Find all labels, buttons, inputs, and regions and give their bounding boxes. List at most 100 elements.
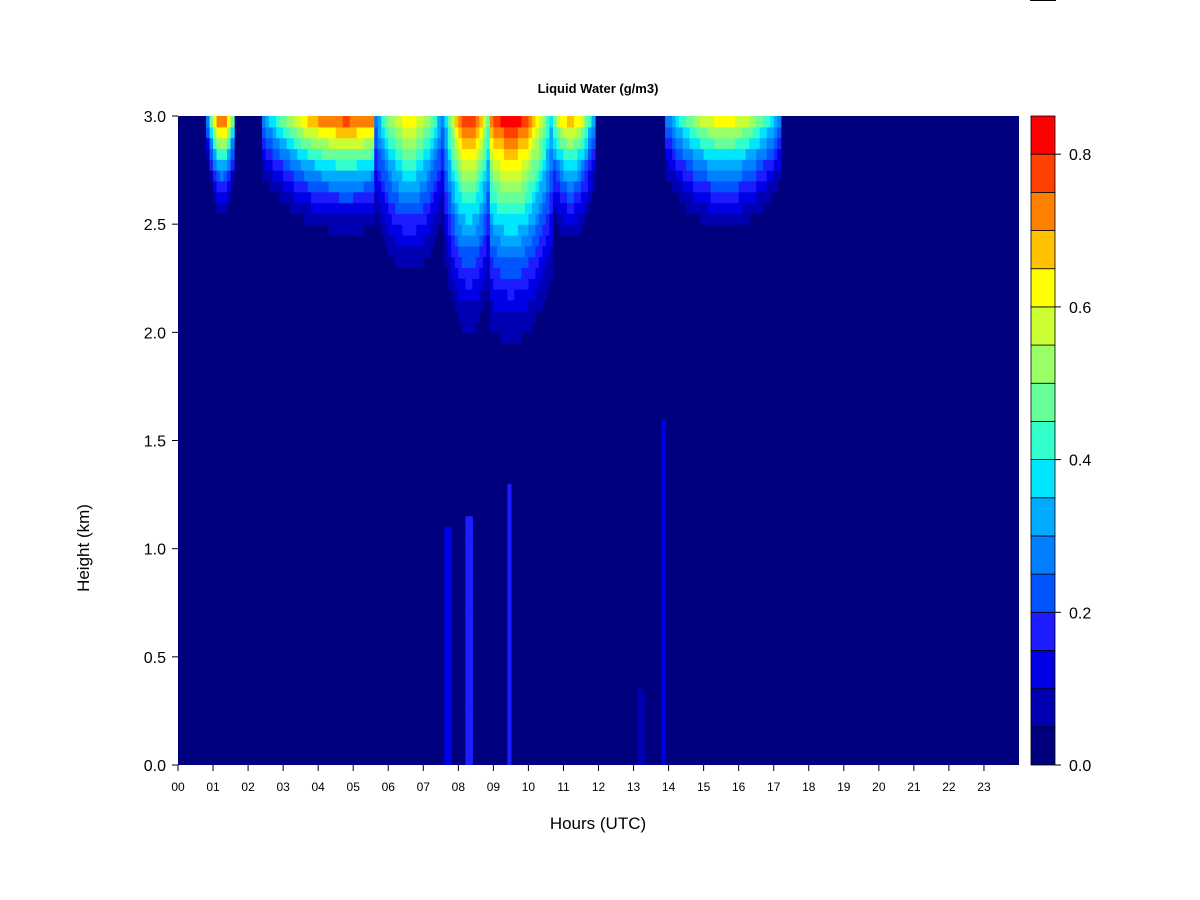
heat-cell [703,170,708,182]
y-axis-label: Height (km) [74,504,93,592]
heat-cell [318,148,323,160]
x-tick-label: 20 [872,780,886,794]
heat-cell [398,245,403,258]
heat-cell [503,202,508,214]
heat-cell [426,234,431,247]
colorbar-tick-label: 0.8 [1069,147,1091,164]
heat-cell [437,170,442,182]
heat-cell [468,721,473,734]
heat-cell [276,116,281,128]
heat-cell [290,202,295,214]
heat-cell [517,332,522,344]
heat-cell [283,170,288,182]
heat-cell [444,689,449,701]
heat-cell [752,191,757,204]
heat-cell [472,170,477,182]
heat-cell [545,137,551,150]
heat-cell [272,180,277,193]
heat-cell [682,126,687,139]
heat-cell [465,559,470,571]
heat-cell [304,148,309,160]
heat-cell [552,116,558,128]
heat-cell [482,148,487,160]
heat-cell [465,710,470,723]
x-tick-label: 23 [977,780,991,794]
heat-cell [591,180,596,193]
heat-cell [433,191,438,204]
heat-cell [314,148,319,160]
heat-cell [538,299,544,312]
heat-cell [328,170,333,182]
heat-cell [384,234,389,247]
heat-cell [363,213,368,225]
heat-cell [689,148,694,160]
heat-cell [402,116,407,128]
heat-cell [493,180,498,193]
heat-cell [384,213,389,225]
heat-cell [433,159,438,171]
heat-cell [510,256,515,269]
heat-cell [363,137,368,150]
heat-cell [304,180,309,193]
heat-cell [679,137,684,150]
heat-cell [206,148,211,160]
heat-cell [262,137,267,150]
heat-cell [465,624,470,636]
heat-cell [517,234,522,247]
heat-cell [307,126,312,139]
heat-cell [451,148,456,160]
heat-cell [300,170,305,182]
heat-cell [213,126,218,139]
heat-cell [507,721,512,734]
heat-cell [426,245,431,258]
heat-cell [468,635,473,647]
heat-cell [472,256,477,269]
heat-cell [465,678,470,690]
heat-cell [412,170,417,182]
heat-cell [721,170,726,182]
heat-cell [321,126,326,139]
heat-cell [763,116,768,128]
heat-cell [458,234,463,247]
heat-cell [458,191,463,204]
heat-cell [489,159,494,171]
heat-cell [356,126,361,139]
heat-cell [370,116,375,128]
heat-cell [514,170,519,182]
heat-cell [370,159,375,171]
heat-cell [475,116,480,128]
heat-cell [423,245,428,258]
heat-cell [742,116,747,128]
heat-cell [507,202,512,214]
heat-cell [640,743,645,755]
heat-cell [521,321,526,333]
heat-cell [661,678,666,690]
colorbar-swatch [1030,459,1056,499]
x-tick-label: 18 [802,780,816,794]
heat-cell [311,213,316,225]
heat-cell [545,245,551,258]
heat-cell [398,202,403,214]
heat-cell [510,299,515,312]
heat-cell [381,148,386,160]
heat-cell [468,256,473,269]
heat-cell [524,256,530,269]
heat-cell [391,180,396,193]
heat-cell [220,159,225,171]
heat-cell [332,224,337,236]
heat-cell [461,213,466,225]
heat-cell [475,213,480,225]
heat-cell [349,126,354,139]
heat-cell [465,126,470,139]
heat-cell [346,126,351,139]
heat-cell [696,137,701,150]
heat-cell [510,202,515,214]
heat-cell [584,191,589,204]
heat-cell [272,137,277,150]
heat-cell [496,310,501,323]
heat-cell [510,267,515,279]
heat-cell [507,494,512,506]
heat-cell [468,678,473,690]
heat-cell [542,213,547,225]
heat-cell [738,148,743,160]
